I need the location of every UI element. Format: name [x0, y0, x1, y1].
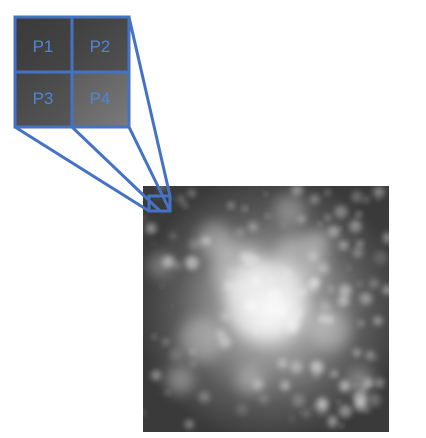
patch-p1	[15, 17, 72, 72]
patch-label-p4: P4	[90, 89, 111, 108]
zoomed-patch-grid: P1 P2 P3 P4	[13, 15, 131, 129]
patch-p2	[72, 17, 129, 72]
image-texture	[143, 186, 389, 429]
patch-p3	[15, 72, 72, 127]
patch-label-p3: P3	[33, 89, 54, 108]
connector-line-left	[14, 125, 150, 213]
patch-label-p2: P2	[90, 37, 111, 56]
highlight-region	[147, 194, 172, 213]
patch-p4	[72, 72, 129, 127]
connector-line-middle	[70, 125, 162, 213]
connector-line-top-right	[127, 16, 172, 197]
source-image	[143, 186, 389, 432]
patch-label-p1: P1	[33, 37, 54, 56]
